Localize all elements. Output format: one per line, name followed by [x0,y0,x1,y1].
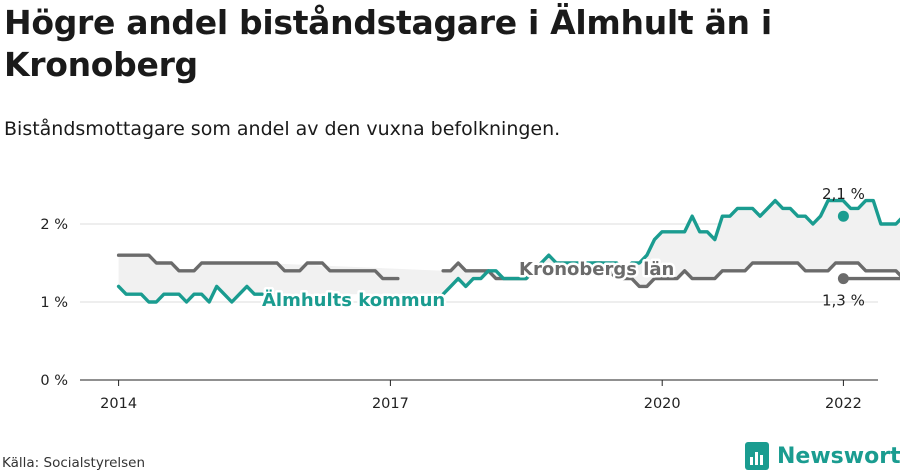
newsworthy-logo-icon [745,442,769,470]
y-tick-label: 1 % [40,295,68,311]
x-tick-label: 2014 [100,396,137,412]
almhults-kommun-line [116,198,900,304]
series-label-almhults-kommun: Älmhults kommun [262,289,445,311]
x-tick-label: 2022 [825,396,862,412]
y-tick-label: 0 % [40,373,68,389]
source-note: Källa: Socialstyrelsen [2,455,146,471]
series-label-kronobergs-lan: Kronobergs län [519,259,674,280]
chart-title: Högre andel biståndstagare i Älmhult än … [4,3,772,84]
almhults-kommun-end-point [837,210,849,222]
end-value-label: 1,3 % [822,292,865,310]
x-tick-label: 2020 [644,396,681,412]
chart-subtitle: Biståndsmottagare som andel av den vuxna… [4,118,561,140]
series-layer [116,198,900,304]
kronobergs-lan-end-point [837,273,849,285]
brand-name: Newsworthy [777,443,900,469]
label-layer: 0 % 1 % 2 % 2014 2017 2020 2022 2,1 % 1,3 % Älmhu… [40,185,864,412]
brand-logo: Newsworthy [745,440,900,472]
range-band [118,200,900,302]
x-tick-label: 2017 [372,396,409,412]
end-value-label: 2,1 % [822,185,865,203]
y-tick-label: 2 % [40,217,68,233]
range-band-layer [118,200,900,302]
